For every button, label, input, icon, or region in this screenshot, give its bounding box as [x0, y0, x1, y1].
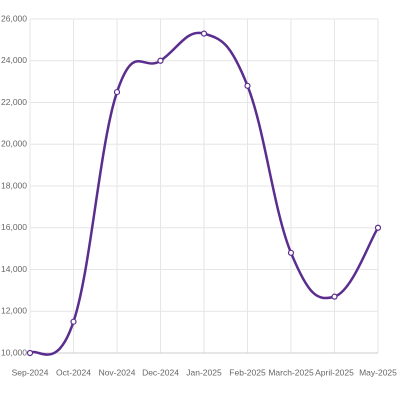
line: [29, 31, 380, 356]
y-tick-label: 18,000: [1, 180, 27, 190]
y-tick-label: 24,000: [1, 55, 27, 65]
y-tick-label: 10,000: [1, 347, 27, 357]
x-tick-label: April-2025: [315, 367, 354, 377]
y-tick-label: 14,000: [1, 264, 27, 274]
y-tick-label: 12,000: [1, 306, 27, 316]
point: [157, 57, 164, 64]
y-tick-label: 22,000: [1, 97, 27, 107]
x-tick-label: Oct-2024: [56, 367, 91, 377]
x-tick-label: Jan-2025: [186, 367, 222, 377]
x-tick-label: Dec-2024: [142, 367, 179, 377]
point: [26, 349, 34, 357]
x-tick-label: May-2025: [359, 367, 397, 377]
point: [113, 88, 121, 96]
x-tick-label: Feb-2025: [229, 367, 266, 377]
x-tick-label: Sep-2024: [12, 367, 49, 377]
point: [331, 293, 338, 300]
point: [287, 249, 295, 256]
point: [70, 318, 77, 325]
y-tick-label: 16,000: [1, 222, 27, 232]
y-tick-label: 20,000: [1, 139, 27, 149]
point: [244, 82, 251, 89]
point: [374, 224, 382, 231]
point: [200, 30, 208, 37]
x-tick-label: Nov-2024: [99, 367, 136, 377]
x-tick-label: March-2025: [268, 367, 314, 377]
y-tick-label: 26,000: [1, 13, 27, 23]
